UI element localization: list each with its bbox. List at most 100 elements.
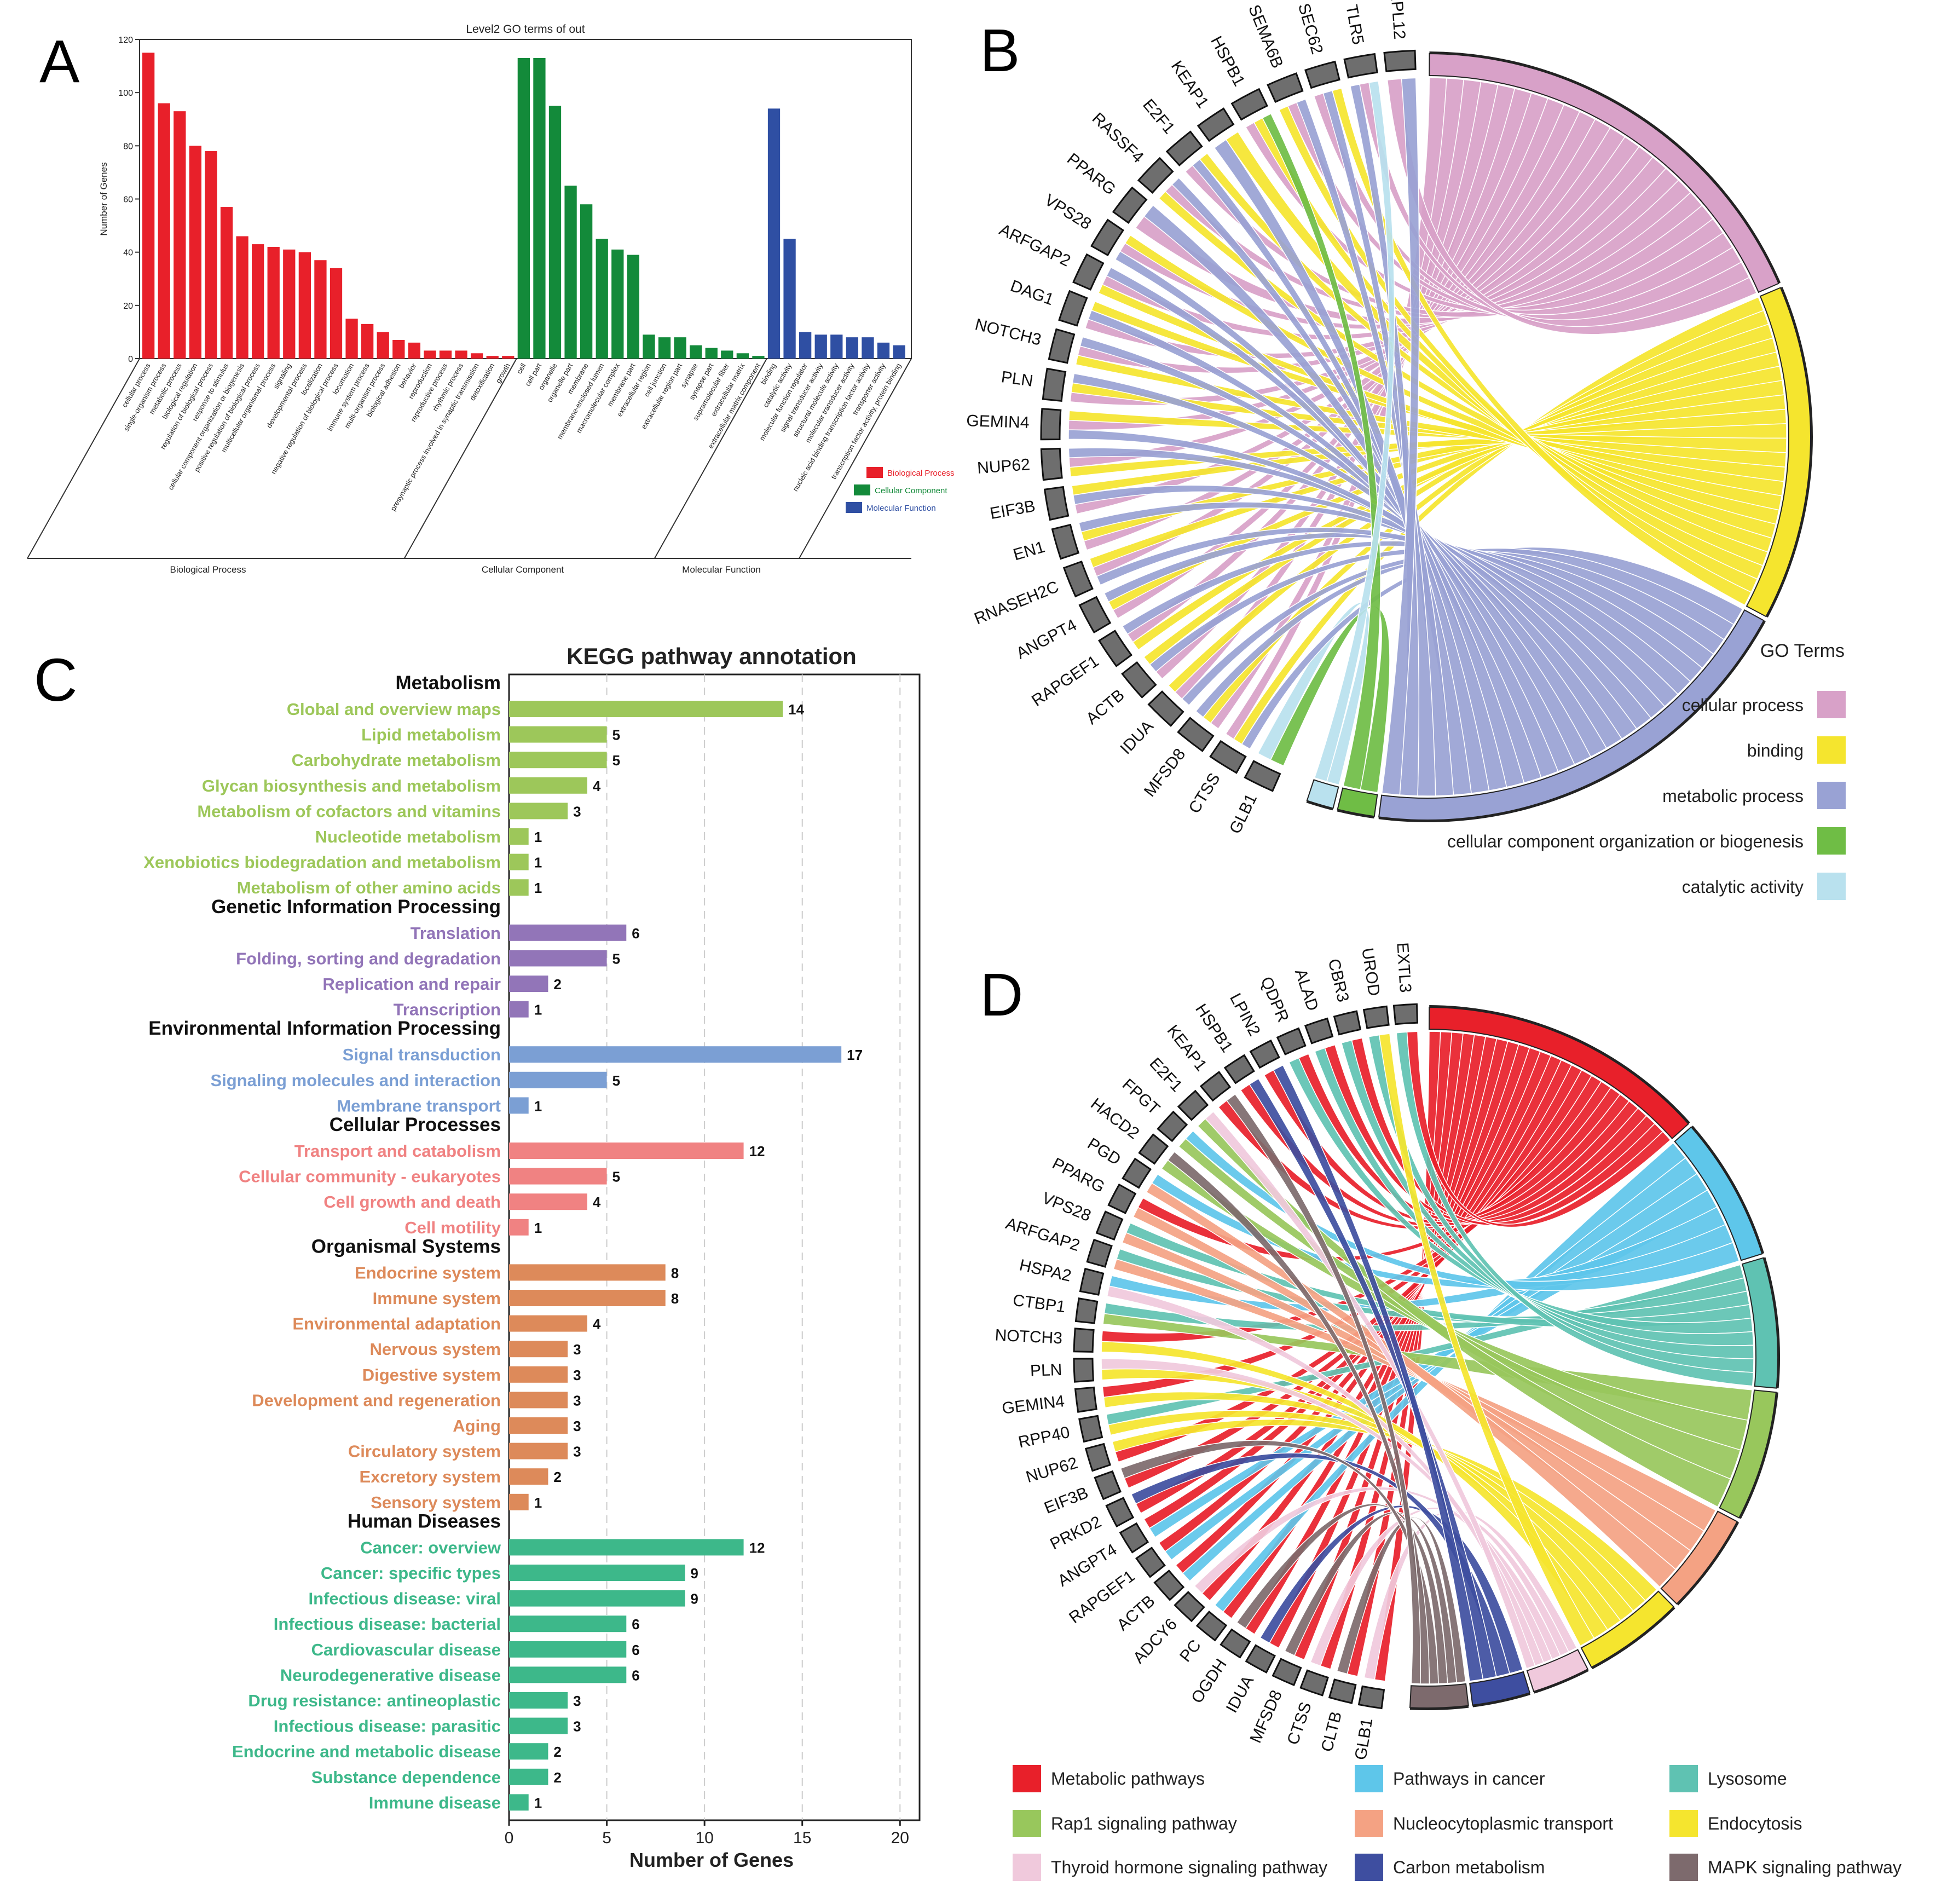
term-sector-binding: [1746, 287, 1811, 618]
bar-lipid-metabolism: [509, 726, 607, 743]
legend-label-mapk-signaling-pathway: MAPK signaling pathway: [1708, 1857, 1902, 1877]
bar-macromolecular-complex: [611, 249, 624, 359]
group-heading-metabolism: Metabolism: [395, 672, 501, 694]
gene-sector-mrpl12: [1383, 49, 1417, 72]
data-label-membrane-transport: 1: [534, 1098, 542, 1114]
bar-immune-system-process: [361, 324, 374, 359]
data-label-digestive-system: 3: [573, 1367, 581, 1383]
gene-sector-eif3b: [1043, 486, 1070, 521]
ribbon-mfsd8-mapk-signaling-pathway: [1284, 1511, 1457, 1684]
bar-extracellular-region: [643, 334, 655, 359]
category-label-transcription: Transcription: [394, 1000, 501, 1019]
data-label-transport-and-catabolism: 12: [749, 1143, 765, 1159]
legend-label-lysosome: Lysosome: [1708, 1769, 1787, 1788]
legend-swatch-binding: [1817, 736, 1846, 764]
bar-synapse: [690, 345, 702, 359]
category-label-folding-sorting-and-degradation: Folding, sorting and degradation: [236, 949, 501, 968]
gene-sector-rpp40: [1078, 1415, 1103, 1443]
ribbon-idua-cellular-process: [1174, 79, 1482, 700]
legend-label-binding: binding: [1747, 741, 1804, 760]
gene-sector-ctss: [1299, 1669, 1329, 1697]
gene-label-mfsd8: MFSD8: [1247, 1688, 1286, 1746]
data-label-infectious-disease-viral: 9: [690, 1591, 698, 1607]
legend-swatch-pathways-in-cancer: [1355, 1765, 1383, 1792]
group-heading-human-diseases: Human Diseases: [348, 1510, 501, 1532]
gene-sector-tlr5: [1343, 53, 1378, 79]
bar-regulation-of-biological-process: [205, 151, 217, 359]
legend-swatch-cellular-component: [854, 484, 870, 495]
data-label-infectious-disease-bacterial: 6: [632, 1616, 639, 1632]
term-sector-edge: [1534, 1669, 1589, 1694]
category-label-lipid-metabolism: Lipid metabolism: [361, 725, 501, 745]
gene-label-extl3: EXTL3: [1393, 942, 1414, 994]
ribbon-mrpl12-cellular-process: [1386, 78, 1758, 335]
data-label-global-and-overview-maps: 14: [788, 701, 804, 718]
group-heading-environmental-information-processing: Environmental Information Processing: [148, 1018, 501, 1039]
gene-label-actb: ACTB: [1114, 1592, 1159, 1635]
y-tick-label: 100: [118, 89, 133, 98]
legend-label-thyroid-hormone-signaling-pathway: Thyroid hormone signaling pathway: [1051, 1857, 1327, 1877]
ribbon-actb-metabolic-process: [1149, 547, 1714, 673]
bar-nucleotide-metabolism: [509, 828, 529, 845]
data-label-nervous-system: 3: [573, 1341, 581, 1358]
bar-transcription: [509, 1001, 529, 1018]
gene-label-notch3: NOTCH3: [995, 1326, 1063, 1347]
bar-positive-regulation-of-biological-process: [252, 244, 264, 359]
bar-cancer-specific-types: [509, 1565, 685, 1581]
bar-signal-transduction: [509, 1046, 842, 1063]
legend-label-catalytic-activity: catalytic activity: [1682, 877, 1804, 897]
term-sector-catalytic-activity: [1306, 779, 1339, 809]
ribbon-lpin2-carbon-metabolism: [1273, 1064, 1484, 1682]
gene-label-hspb1: HSPB1: [1207, 33, 1248, 89]
gene-label-rpp40: RPP40: [1017, 1423, 1072, 1452]
gene-label-gemin4: GEMIN4: [966, 412, 1030, 432]
bar-membrane: [580, 204, 593, 359]
gene-label-hspa2: HSPA2: [1018, 1256, 1073, 1285]
gene-label-arfgap2: ARFGAP2: [1003, 1214, 1082, 1255]
category-label-cell-growth-and-death: Cell growth and death: [323, 1192, 501, 1211]
category-label-cell-motility: Cell motility: [404, 1218, 501, 1237]
bar-replication-and-repair: [509, 976, 548, 992]
gene-label-actb: ACTB: [1083, 686, 1128, 728]
ribbon-angpt4-metabolic-process: [1103, 532, 1691, 695]
category-label-signal-transduction: Signal transduction: [343, 1045, 501, 1064]
ribbon-tlr5-cellular-process: [1359, 82, 1750, 328]
bar-infectious-disease-bacterial: [509, 1615, 627, 1632]
gene-sector-mfsd8: [1177, 717, 1215, 752]
gene-sector-en1: [1051, 523, 1080, 560]
category-label-development-and-regeneration: Development and regeneration: [252, 1391, 501, 1410]
bar-cell-junction: [658, 337, 671, 359]
ribbon-mfsd8-metabolic-process: [1195, 547, 1735, 718]
ribbon-eif3b-metabolic-process: [1072, 484, 1652, 730]
group-heading-cellular-processes: Cellular Processes: [330, 1114, 501, 1135]
panel-letter-c: C: [34, 647, 77, 714]
gene-sector-prkd2: [1105, 1497, 1135, 1528]
category-label-neurodegenerative-disease: Neurodegenerative disease: [280, 1665, 501, 1684]
ribbon-glb1-thyroid-hormone-signaling-pathway: [1363, 1509, 1577, 1680]
bar-multi-organism-process: [377, 332, 389, 359]
bar-biological-regulation: [189, 146, 201, 359]
data-label-xenobiotics-biodegradation-and-metabolism: 1: [534, 855, 542, 871]
bar-organelle: [548, 106, 562, 359]
gene-label-pc: PC: [1176, 1636, 1205, 1665]
bar-xenobiotics-biodegradation-and-metabolism: [509, 853, 529, 870]
y-tick-label: 60: [123, 195, 133, 205]
gene-label-mrpl12: MRPL12: [1386, 0, 1408, 40]
bar-nervous-system: [509, 1341, 568, 1358]
category-label-cancer-specific-types: Cancer: specific types: [321, 1563, 501, 1583]
term-sector-carbon-metabolism: [1469, 1671, 1531, 1706]
bar-detoxification: [486, 356, 499, 359]
category-label-glycan-biosynthesis-and-metabolism: Glycan biosynthesis and metabolism: [202, 776, 501, 795]
gene-label-nup62: NUP62: [1024, 1454, 1080, 1487]
x-tick-label: 0: [505, 1829, 514, 1847]
gene-label-prkd2: PRKD2: [1047, 1513, 1104, 1553]
data-label-cancer-specific-types: 9: [690, 1565, 698, 1582]
ribbon-arfgap2-metabolic-process: [1106, 267, 1559, 778]
panel-letter-b: B: [980, 17, 1020, 84]
gene-label-gemin4: GEMIN4: [1001, 1392, 1066, 1418]
category-label-nervous-system: Nervous system: [369, 1340, 501, 1359]
ribbon-urod-endocytosis: [1378, 1033, 1595, 1647]
category-label-digestive-system: Digestive system: [362, 1365, 501, 1384]
legend-swatch-carbon-metabolism: [1355, 1854, 1383, 1881]
bar-metabolic-process: [174, 111, 186, 359]
